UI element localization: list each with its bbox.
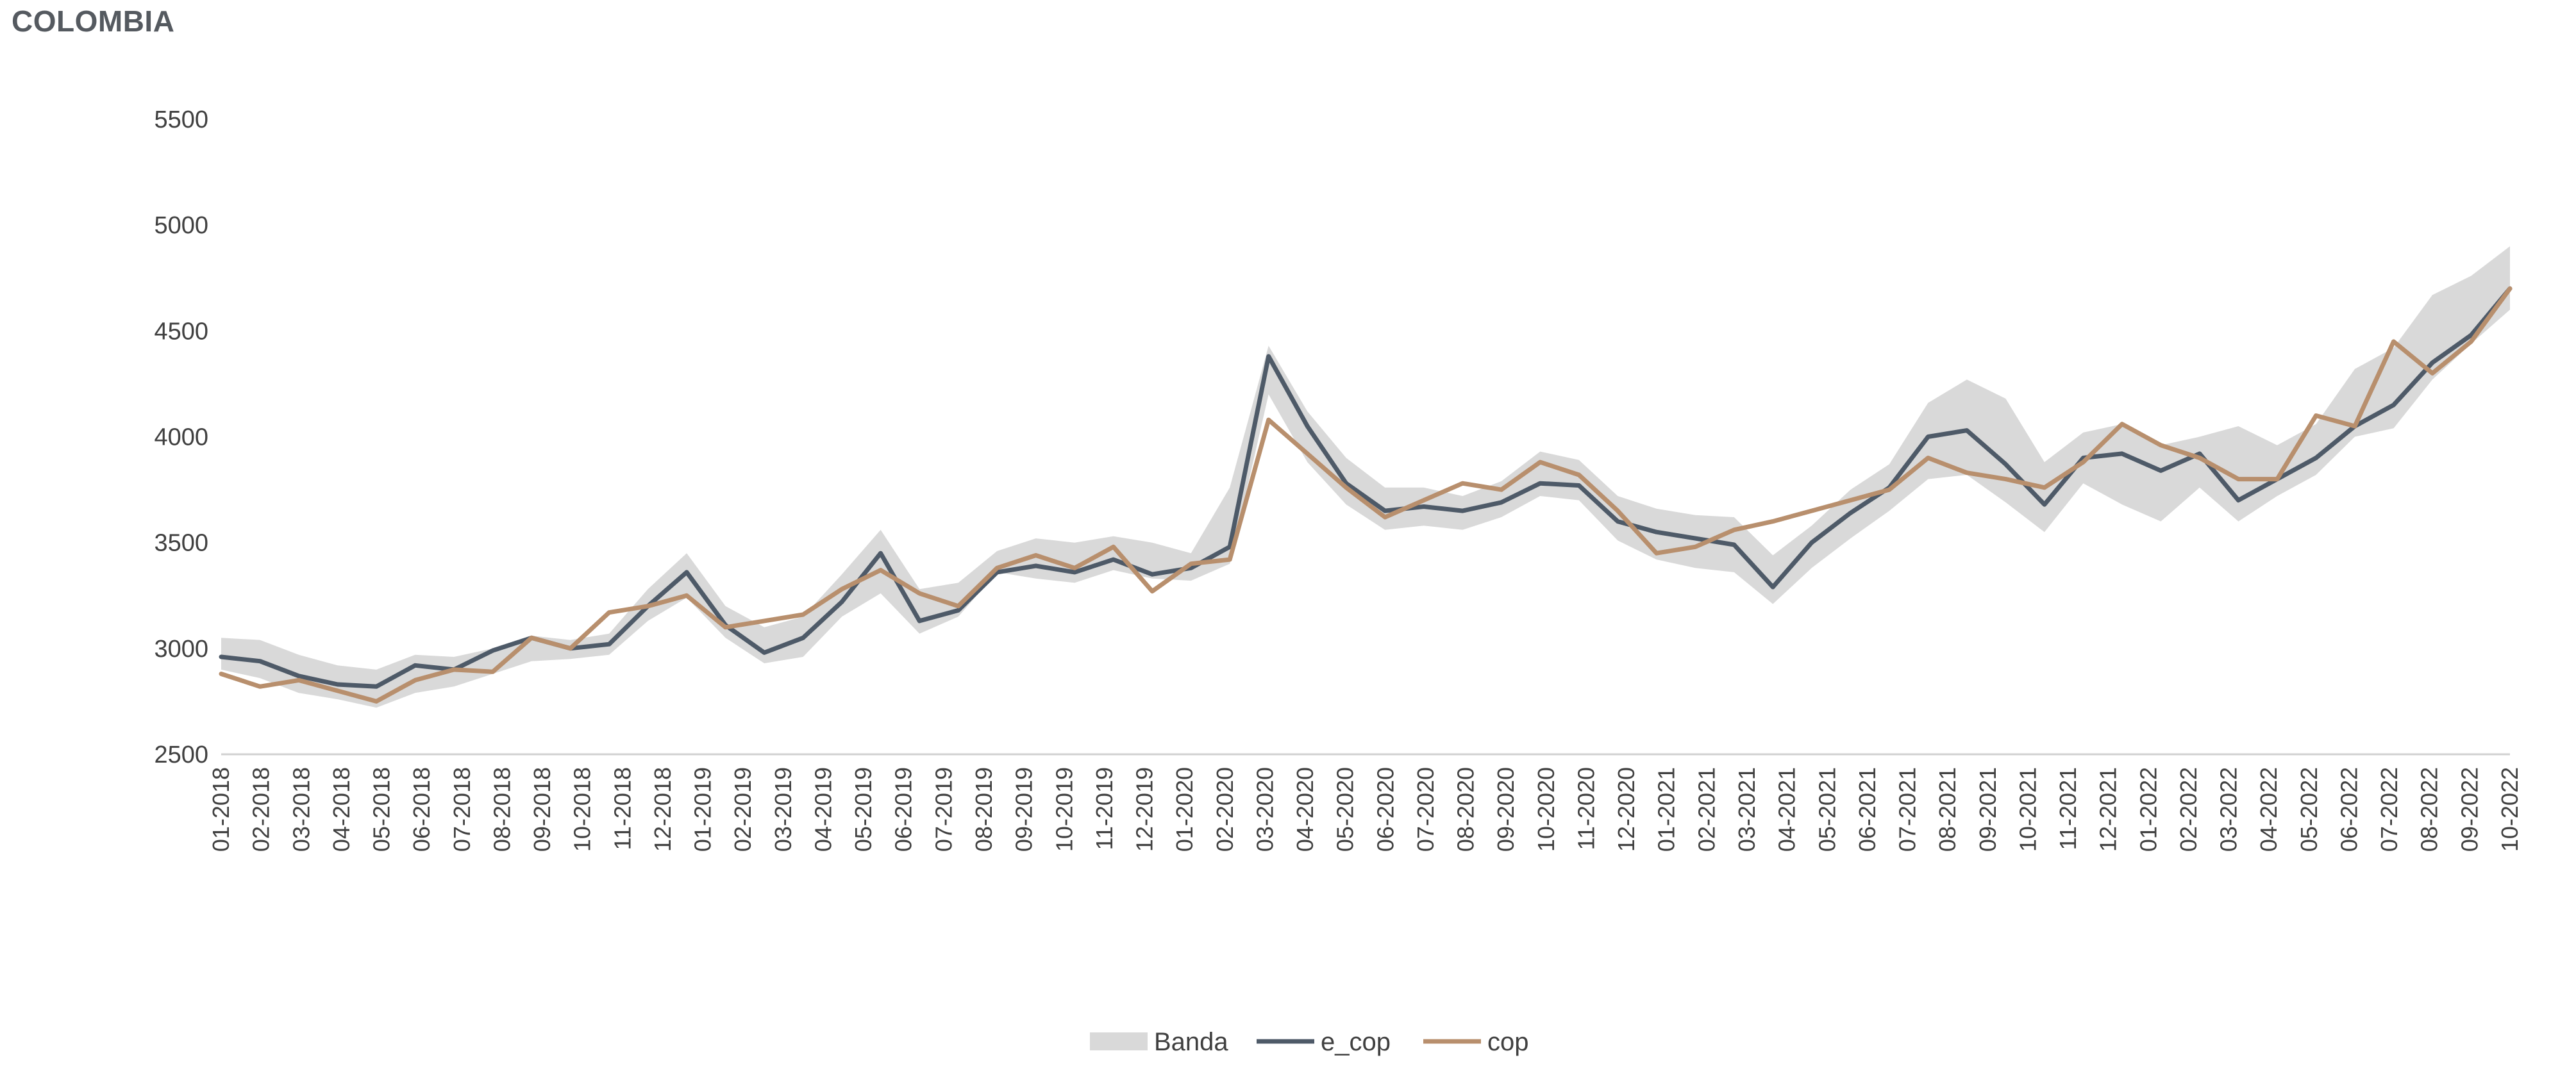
x-tick-label: 03-2021 bbox=[1734, 767, 1760, 852]
x-tick-label: 08-2018 bbox=[489, 767, 515, 852]
x-tick-label: 04-2022 bbox=[2255, 767, 2282, 852]
y-tick-label: 5000 bbox=[154, 212, 208, 239]
x-tick-label: 08-2020 bbox=[1453, 767, 1479, 852]
y-tick-label: 2500 bbox=[154, 741, 208, 768]
x-tick-label: 05-2021 bbox=[1814, 767, 1840, 852]
x-tick-label: 08-2022 bbox=[2416, 767, 2443, 852]
x-tick-label: 01-2021 bbox=[1653, 767, 1680, 852]
x-tick-label: 06-2020 bbox=[1372, 767, 1398, 852]
x-tick-label: 07-2021 bbox=[1894, 767, 1921, 852]
x-tick-label: 10-2022 bbox=[2497, 767, 2523, 852]
x-axis: 01-2018 02-2018 03-2018 04-2018 05-2018 06-20… bbox=[208, 753, 2523, 852]
x-tick-label: 05-2020 bbox=[1332, 767, 1359, 852]
x-tick-label: 02-2021 bbox=[1693, 767, 1719, 852]
x-tick-label: 07-2020 bbox=[1412, 767, 1439, 852]
x-tick-label: 03-2022 bbox=[2216, 767, 2242, 852]
x-tick-label: 09-2019 bbox=[1011, 767, 1037, 852]
x-tick-label: 12-2021 bbox=[2095, 767, 2121, 852]
x-tick-label: 11-2021 bbox=[2055, 767, 2081, 850]
x-tick-label: 09-2021 bbox=[1975, 767, 2001, 852]
x-tick-label: 11-2019 bbox=[1091, 767, 1117, 850]
x-tick-label: 04-2020 bbox=[1292, 767, 1318, 852]
series-line-cop bbox=[219, 286, 2513, 704]
x-tick-label: 02-2020 bbox=[1212, 767, 1238, 852]
x-tick-label: 10-2018 bbox=[569, 767, 596, 852]
x-tick-label: 06-2021 bbox=[1854, 767, 1880, 852]
x-tick-label: 10-2020 bbox=[1533, 767, 1559, 852]
x-tick-label: 10-2019 bbox=[1051, 767, 1077, 852]
y-tick-label: 5500 bbox=[154, 106, 208, 133]
legend: Banda e_cop cop bbox=[1090, 1028, 1529, 1056]
x-tick-label: 10-2021 bbox=[2014, 767, 2041, 852]
x-tick-label: 02-2018 bbox=[248, 767, 274, 852]
x-tick-label: 07-2018 bbox=[449, 767, 475, 852]
x-tick-label: 05-2022 bbox=[2296, 767, 2322, 852]
x-tick-label: 12-2018 bbox=[649, 767, 676, 852]
x-tick-label: 03-2019 bbox=[770, 767, 796, 852]
y-tick-label: 4500 bbox=[154, 318, 208, 345]
chart-title: COLOMBIA bbox=[12, 4, 175, 38]
x-tick-label: 07-2022 bbox=[2376, 767, 2402, 852]
plot-area bbox=[219, 246, 2513, 708]
x-tick-label: 04-2019 bbox=[810, 767, 836, 852]
x-tick-label: 03-2018 bbox=[288, 767, 314, 852]
x-tick-label: 08-2021 bbox=[1934, 767, 1961, 852]
x-tick-label: 12-2019 bbox=[1132, 767, 1158, 852]
x-tick-label: 09-2018 bbox=[529, 767, 555, 852]
legend-label-Banda: Banda bbox=[1154, 1028, 1228, 1056]
legend-label-cop: cop bbox=[1487, 1028, 1529, 1056]
y-tick-label: 3000 bbox=[154, 636, 208, 663]
x-tick-label: 04-2018 bbox=[328, 767, 355, 852]
x-tick-label: 07-2019 bbox=[930, 767, 957, 852]
x-tick-label: 01-2020 bbox=[1171, 767, 1198, 852]
x-tick-label: 09-2020 bbox=[1493, 767, 1519, 852]
x-tick-label: 06-2022 bbox=[2336, 767, 2362, 852]
x-tick-label: 12-2020 bbox=[1613, 767, 1639, 852]
series-band-area bbox=[221, 246, 2510, 708]
x-tick-label: 01-2019 bbox=[690, 767, 716, 852]
x-tick-label: 02-2022 bbox=[2175, 767, 2202, 852]
x-tick-label: 04-2021 bbox=[1774, 767, 1800, 852]
x-tick-label: 08-2019 bbox=[971, 767, 997, 852]
x-tick-label: 02-2019 bbox=[730, 767, 756, 852]
x-tick-label: 01-2022 bbox=[2135, 767, 2161, 852]
y-tick-label: 4000 bbox=[154, 424, 208, 451]
x-tick-label: 01-2018 bbox=[208, 767, 234, 852]
y-axis: 2500 3000 3500 4000 4500 5000 5500 bbox=[154, 106, 208, 768]
legend-label-e_cop: e_cop bbox=[1321, 1028, 1391, 1056]
x-tick-label: 05-2019 bbox=[850, 767, 876, 852]
x-tick-label: 05-2018 bbox=[369, 767, 395, 852]
y-tick-label: 3500 bbox=[154, 530, 208, 557]
legend-swatch-Banda bbox=[1090, 1032, 1148, 1050]
x-tick-label: 11-2018 bbox=[609, 767, 635, 850]
series-line-e_cop bbox=[219, 286, 2513, 689]
x-tick-label: 06-2018 bbox=[408, 767, 435, 852]
x-tick-label: 09-2022 bbox=[2456, 767, 2482, 852]
x-tick-label: 03-2020 bbox=[1251, 767, 1278, 852]
x-tick-label: 06-2019 bbox=[891, 767, 917, 852]
x-tick-label: 11-2020 bbox=[1573, 767, 1599, 850]
